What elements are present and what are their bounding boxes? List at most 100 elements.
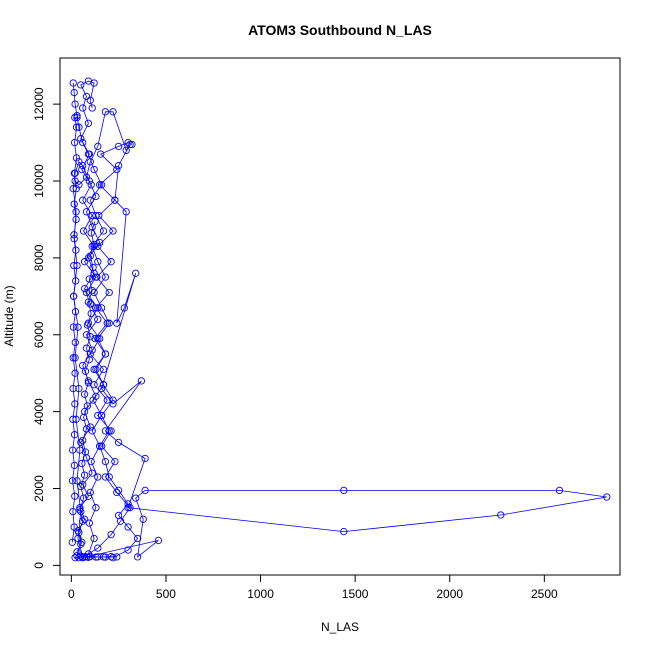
data-point <box>87 181 95 189</box>
data-point <box>79 494 88 502</box>
x-tick-label: 2000 <box>436 587 463 601</box>
data-point <box>86 488 94 497</box>
data-point <box>71 554 79 562</box>
data-point <box>113 553 121 561</box>
data-point <box>72 246 80 254</box>
data-point <box>89 263 97 272</box>
chart-title: ATOM3 Southbound N_LAS <box>248 22 432 38</box>
data-point <box>603 493 611 501</box>
data-point <box>73 552 81 560</box>
x-axis: 0 500 1000 1500 2000 2500 <box>68 575 558 601</box>
data-point <box>90 365 98 374</box>
data-point <box>133 534 142 543</box>
data-point <box>78 538 86 546</box>
data-point <box>124 138 132 147</box>
data-point <box>90 165 98 174</box>
plot-area <box>68 77 611 562</box>
data-point <box>83 402 92 410</box>
data-point <box>107 427 115 435</box>
data-point <box>77 81 85 89</box>
data-point <box>78 459 86 468</box>
data-point <box>113 319 121 327</box>
data-point <box>79 138 87 147</box>
data-point <box>70 431 79 439</box>
series-6 <box>84 138 136 558</box>
data-point <box>96 442 104 450</box>
data-point <box>94 258 102 266</box>
data-point <box>99 227 108 235</box>
data-point <box>84 254 93 262</box>
data-point <box>72 123 81 131</box>
data-point <box>114 161 123 170</box>
data-point <box>76 506 84 514</box>
data-point <box>86 96 94 104</box>
y-tick-label: 12000 <box>32 87 46 121</box>
data-point <box>70 231 78 239</box>
data-point <box>81 367 90 375</box>
data-point <box>82 92 91 101</box>
data-point <box>84 377 93 385</box>
data-point <box>91 217 99 226</box>
data-point <box>75 384 83 393</box>
data-point <box>72 185 80 193</box>
data-point <box>101 350 110 358</box>
data-point <box>80 515 89 523</box>
data-point <box>68 477 77 485</box>
data-point <box>94 142 102 151</box>
data-point <box>85 356 93 364</box>
y-axis: 0 2000 4000 6000 8000 10000 12000 <box>32 87 60 569</box>
data-point <box>85 275 93 283</box>
data-point <box>80 471 89 479</box>
data-point <box>84 319 93 327</box>
data-point <box>73 113 81 122</box>
data-point <box>85 519 93 527</box>
data-point <box>141 486 149 495</box>
data-point <box>84 379 93 387</box>
data-point <box>94 242 102 250</box>
data-point <box>133 553 142 561</box>
data-point <box>86 252 94 260</box>
data-point <box>71 492 79 500</box>
data-point <box>83 321 92 329</box>
data-point <box>79 161 87 170</box>
data-point <box>88 286 96 295</box>
data-point <box>69 79 77 87</box>
data-point <box>86 350 94 358</box>
series-2 <box>77 77 134 562</box>
data-point <box>86 300 94 308</box>
data-point <box>69 446 77 454</box>
data-point <box>78 165 86 174</box>
data-point <box>114 142 123 151</box>
data-point <box>69 354 77 362</box>
data-point <box>109 108 117 116</box>
y-tick-label: 10000 <box>32 164 46 198</box>
data-point <box>87 229 95 237</box>
series-3 <box>69 79 142 562</box>
data-point <box>72 215 80 224</box>
data-point <box>86 423 94 431</box>
data-point <box>97 150 105 158</box>
data-point <box>86 333 94 341</box>
data-point <box>96 181 104 189</box>
data-point <box>137 377 146 385</box>
data-point <box>69 323 78 331</box>
data-point <box>107 258 115 266</box>
x-tick-label: 1500 <box>342 587 369 601</box>
data-point <box>82 425 91 433</box>
data-point <box>79 413 88 422</box>
data-point <box>114 486 123 495</box>
data-point <box>94 315 102 324</box>
data-point <box>141 454 149 463</box>
y-tick-label: 8000 <box>32 244 46 271</box>
data-point <box>94 544 102 552</box>
data-point <box>87 309 95 318</box>
data-point <box>73 477 81 485</box>
data-point <box>79 196 87 204</box>
data-point <box>101 108 110 116</box>
series-5 <box>68 113 81 546</box>
data-point <box>77 482 85 491</box>
data-point <box>81 448 90 456</box>
series-line <box>74 111 607 559</box>
data-point <box>69 384 77 393</box>
